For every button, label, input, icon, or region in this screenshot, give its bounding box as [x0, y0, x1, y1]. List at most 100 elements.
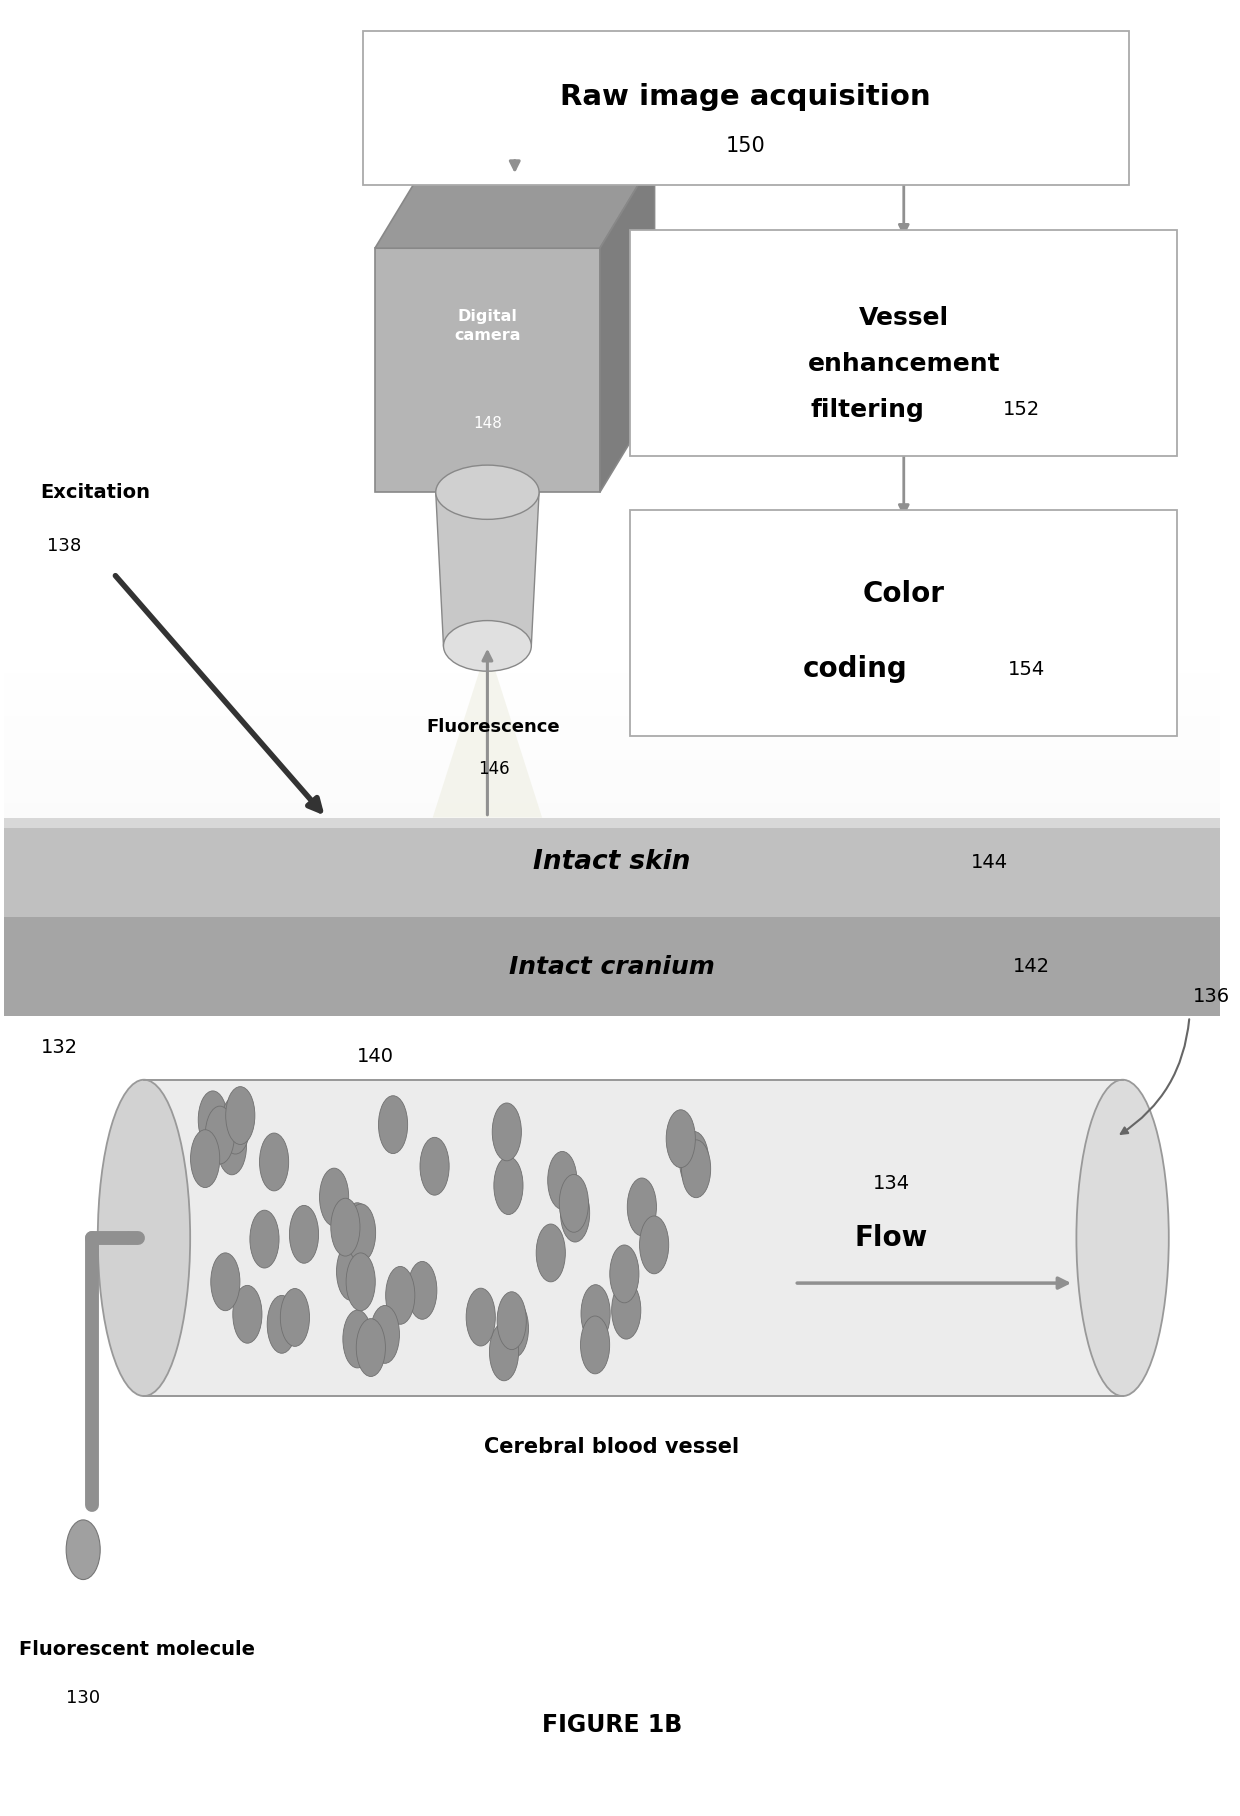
- Ellipse shape: [280, 1289, 310, 1346]
- Ellipse shape: [435, 465, 539, 519]
- Ellipse shape: [198, 1091, 227, 1150]
- Text: Color: Color: [863, 579, 945, 608]
- Text: Fluorescence: Fluorescence: [427, 719, 560, 735]
- Bar: [4, 681, 1220, 688]
- Bar: [4, 752, 1220, 759]
- Ellipse shape: [371, 1306, 399, 1364]
- Ellipse shape: [267, 1295, 296, 1353]
- Text: 132: 132: [41, 1037, 78, 1057]
- Text: Vessel: Vessel: [859, 307, 949, 331]
- Ellipse shape: [536, 1224, 565, 1282]
- Bar: [4, 810, 1220, 817]
- Ellipse shape: [346, 1253, 376, 1311]
- Ellipse shape: [320, 1168, 348, 1226]
- Bar: [4, 817, 1220, 917]
- Ellipse shape: [356, 1318, 386, 1377]
- Ellipse shape: [98, 1081, 190, 1397]
- Text: 130: 130: [66, 1689, 100, 1707]
- Text: Excitation: Excitation: [41, 483, 150, 501]
- Text: filtering: filtering: [811, 398, 924, 421]
- Ellipse shape: [497, 1291, 526, 1349]
- Bar: [4, 759, 1220, 766]
- Ellipse shape: [233, 1286, 262, 1344]
- Ellipse shape: [378, 1095, 408, 1153]
- Text: 144: 144: [971, 854, 1008, 872]
- Bar: [4, 710, 1220, 716]
- Ellipse shape: [580, 1317, 610, 1375]
- Ellipse shape: [559, 1175, 589, 1233]
- Polygon shape: [600, 158, 655, 492]
- Text: enhancement: enhancement: [807, 352, 1001, 376]
- Ellipse shape: [666, 1110, 696, 1168]
- Polygon shape: [435, 492, 539, 646]
- Bar: [4, 696, 1220, 703]
- Ellipse shape: [331, 1199, 360, 1257]
- Bar: [4, 774, 1220, 781]
- Bar: [4, 745, 1220, 752]
- Text: 142: 142: [1013, 957, 1050, 977]
- Bar: [4, 917, 1220, 1017]
- Ellipse shape: [217, 1117, 247, 1175]
- Bar: [4, 716, 1220, 723]
- Text: 146: 146: [477, 759, 510, 777]
- Ellipse shape: [582, 1284, 610, 1342]
- Ellipse shape: [444, 621, 531, 672]
- Text: 134: 134: [873, 1175, 910, 1193]
- Bar: [4, 817, 1220, 828]
- Bar: [144, 1081, 1122, 1397]
- Polygon shape: [374, 249, 600, 492]
- Ellipse shape: [492, 1102, 521, 1160]
- Bar: [4, 766, 1220, 774]
- Bar: [4, 803, 1220, 810]
- Ellipse shape: [342, 1309, 372, 1367]
- Text: 148: 148: [472, 416, 502, 432]
- Bar: [4, 730, 1220, 737]
- Text: Intact cranium: Intact cranium: [510, 955, 715, 979]
- Text: Digital
camera: Digital camera: [454, 309, 521, 343]
- Text: FIGURE 1B: FIGURE 1B: [542, 1712, 682, 1738]
- Bar: [4, 688, 1220, 696]
- Text: Fluorescent molecule: Fluorescent molecule: [19, 1640, 254, 1658]
- Ellipse shape: [206, 1106, 234, 1164]
- Ellipse shape: [466, 1288, 495, 1346]
- Text: 140: 140: [356, 1046, 393, 1066]
- Ellipse shape: [494, 1157, 523, 1215]
- Ellipse shape: [490, 1322, 518, 1380]
- Ellipse shape: [259, 1133, 289, 1191]
- Ellipse shape: [627, 1179, 656, 1237]
- Bar: [4, 781, 1220, 788]
- Ellipse shape: [221, 1097, 250, 1153]
- Text: Intact skin: Intact skin: [533, 850, 691, 875]
- Polygon shape: [433, 646, 542, 817]
- Ellipse shape: [211, 1253, 241, 1311]
- Ellipse shape: [560, 1184, 590, 1242]
- Bar: [4, 723, 1220, 730]
- Ellipse shape: [342, 1202, 372, 1260]
- Ellipse shape: [226, 1086, 255, 1144]
- FancyBboxPatch shape: [630, 510, 1177, 735]
- Ellipse shape: [640, 1217, 668, 1273]
- Ellipse shape: [250, 1209, 279, 1268]
- Text: coding: coding: [802, 656, 908, 683]
- Ellipse shape: [336, 1242, 366, 1300]
- Text: 154: 154: [1008, 659, 1045, 679]
- FancyBboxPatch shape: [630, 231, 1177, 456]
- Ellipse shape: [66, 1520, 100, 1580]
- Ellipse shape: [680, 1131, 708, 1189]
- Ellipse shape: [386, 1266, 415, 1324]
- Ellipse shape: [611, 1282, 641, 1338]
- Ellipse shape: [420, 1137, 449, 1195]
- Ellipse shape: [682, 1140, 711, 1199]
- Polygon shape: [374, 158, 655, 249]
- Ellipse shape: [500, 1300, 528, 1357]
- Text: Flow: Flow: [856, 1224, 929, 1251]
- Text: 136: 136: [1193, 988, 1230, 1006]
- Ellipse shape: [346, 1204, 376, 1262]
- Bar: [4, 737, 1220, 745]
- FancyBboxPatch shape: [363, 31, 1128, 185]
- Bar: [4, 788, 1220, 795]
- Ellipse shape: [191, 1130, 219, 1188]
- Text: Raw image acquisition: Raw image acquisition: [560, 84, 931, 111]
- Text: 152: 152: [1003, 400, 1040, 419]
- Text: Cerebral blood vessel: Cerebral blood vessel: [485, 1436, 739, 1456]
